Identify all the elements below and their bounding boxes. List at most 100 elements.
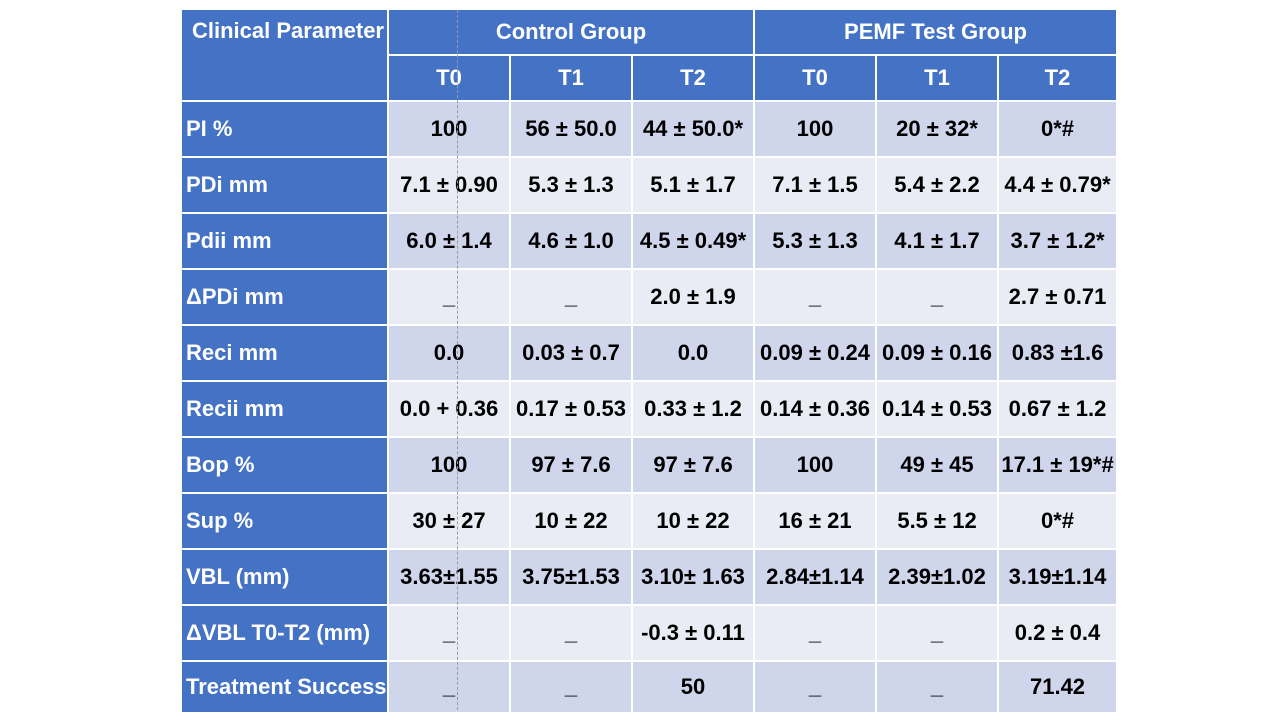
table-cell: 0.2 ± 0.4 bbox=[999, 606, 1119, 662]
table-cell: 5.4 ± 2.2 bbox=[877, 158, 1000, 214]
table-cell: _ bbox=[511, 606, 633, 662]
table-cell: 4.6 ± 1.0 bbox=[511, 214, 633, 270]
table-cell: _ bbox=[755, 270, 878, 326]
header-control-t1: T1 bbox=[511, 56, 633, 102]
row-label: ΔPDi mm bbox=[182, 270, 389, 326]
table-row: Reci mm 0.0 0.03 ± 0.7 0.0 0.09 ± 0.24 0… bbox=[182, 326, 1119, 382]
table-cell: 0.03 ± 0.7 bbox=[511, 326, 633, 382]
header-control-t0: T0 bbox=[389, 56, 511, 102]
table-row: Treatment Success % _ _ 50 _ _ 71.42 bbox=[182, 662, 1119, 714]
table-cell: _ bbox=[877, 270, 1000, 326]
table-cell: _ bbox=[877, 606, 1000, 662]
table-cell: 5.3 ± 1.3 bbox=[511, 158, 633, 214]
table-cell: 10 ± 22 bbox=[633, 494, 756, 550]
table-cell: 5.3 ± 1.3 bbox=[755, 214, 878, 270]
table-cell: 56 ± 50.0 bbox=[511, 102, 633, 158]
table-cell: _ bbox=[511, 662, 633, 714]
table-cell: 3.7 ± 1.2* bbox=[999, 214, 1119, 270]
table-cell: 4.5 ± 0.49* bbox=[633, 214, 756, 270]
table-cell: 0.14 ± 0.36 bbox=[755, 382, 878, 438]
table-row: Recii mm 0.0 + 0.36 0.17 ± 0.53 0.33 ± 1… bbox=[182, 382, 1119, 438]
table-row: ΔPDi mm _ _ 2.0 ± 1.9 _ _ 2.7 ± 0.71 bbox=[182, 270, 1119, 326]
row-label: Treatment Success % bbox=[182, 662, 389, 714]
table-cell: 2.39±1.02 bbox=[877, 550, 1000, 606]
table-cell: 0.83 ±1.6 bbox=[999, 326, 1119, 382]
table-row: PI % 100 56 ± 50.0 44 ± 50.0* 100 20 ± 3… bbox=[182, 102, 1119, 158]
table-cell: _ bbox=[511, 270, 633, 326]
table-cell: 7.1 ± 1.5 bbox=[755, 158, 878, 214]
table-cell: 3.10± 1.63 bbox=[633, 550, 756, 606]
table-header-row-timepoints: T0 T1 T2 T0 T1 T2 bbox=[182, 56, 1119, 102]
table-cell: 0*# bbox=[999, 102, 1119, 158]
table-cell: 44 ± 50.0* bbox=[633, 102, 756, 158]
header-pemf-test-group: PEMF Test Group bbox=[755, 10, 1119, 56]
header-pemf-t0: T0 bbox=[755, 56, 878, 102]
table-cell: 0.67 ± 1.2 bbox=[999, 382, 1119, 438]
table-cell: 7.1 ± 0.90 bbox=[389, 158, 511, 214]
table-cell: 0.14 ± 0.53 bbox=[877, 382, 1000, 438]
header-control-group: Control Group bbox=[389, 10, 756, 56]
row-label: VBL (mm) bbox=[182, 550, 389, 606]
table-cell: _ bbox=[389, 606, 511, 662]
table-cell: 4.1 ± 1.7 bbox=[877, 214, 1000, 270]
table-row: VBL (mm) 3.63±1.55 3.75±1.53 3.10± 1.63 … bbox=[182, 550, 1119, 606]
table-cell: _ bbox=[877, 662, 1000, 714]
table-row: ΔVBL T0-T2 (mm) _ _ -0.3 ± 0.11 _ _ 0.2 … bbox=[182, 606, 1119, 662]
table-row: Pdii mm 6.0 ± 1.4 4.6 ± 1.0 4.5 ± 0.49* … bbox=[182, 214, 1119, 270]
table-cell: 3.63±1.55 bbox=[389, 550, 511, 606]
row-label: ΔVBL T0-T2 (mm) bbox=[182, 606, 389, 662]
table-cell: 3.19±1.14 bbox=[999, 550, 1119, 606]
table-cell: 0.0 bbox=[389, 326, 511, 382]
table-cell: 49 ± 45 bbox=[877, 438, 1000, 494]
table-cell: -0.3 ± 0.11 bbox=[633, 606, 756, 662]
header-clinical-parameter: Clinical Parameter bbox=[182, 10, 389, 102]
table-cell: 0.17 ± 0.53 bbox=[511, 382, 633, 438]
row-label: Recii mm bbox=[182, 382, 389, 438]
table-cell: 20 ± 32* bbox=[877, 102, 1000, 158]
table-cell: 0.09 ± 0.16 bbox=[877, 326, 1000, 382]
table-cell: 0.33 ± 1.2 bbox=[633, 382, 756, 438]
table-row: PDi mm 7.1 ± 0.90 5.3 ± 1.3 5.1 ± 1.7 7.… bbox=[182, 158, 1119, 214]
table-cell: _ bbox=[755, 662, 878, 714]
table-cell: 0.0 + 0.36 bbox=[389, 382, 511, 438]
table-cell: 0*# bbox=[999, 494, 1119, 550]
row-label: Bop % bbox=[182, 438, 389, 494]
table-cell: 100 bbox=[389, 438, 511, 494]
table-row: Bop % 100 97 ± 7.6 97 ± 7.6 100 49 ± 45 … bbox=[182, 438, 1119, 494]
table-cell: 30 ± 27 bbox=[389, 494, 511, 550]
table-cell: 17.1 ± 19*# bbox=[999, 438, 1119, 494]
table-cell: 71.42 bbox=[999, 662, 1119, 714]
table-cell: 5.1 ± 1.7 bbox=[633, 158, 756, 214]
table-cell: 2.0 ± 1.9 bbox=[633, 270, 756, 326]
table-cell: 97 ± 7.6 bbox=[633, 438, 756, 494]
table-cell: 6.0 ± 1.4 bbox=[389, 214, 511, 270]
header-control-t2: T2 bbox=[633, 56, 756, 102]
table-cell: 50 bbox=[633, 662, 756, 714]
dashed-guide-line bbox=[457, 10, 458, 710]
table-cell: _ bbox=[389, 270, 511, 326]
row-label: PDi mm bbox=[182, 158, 389, 214]
table-cell: 5.5 ± 12 bbox=[877, 494, 1000, 550]
table-cell: _ bbox=[389, 662, 511, 714]
row-label: Pdii mm bbox=[182, 214, 389, 270]
table-cell: _ bbox=[755, 606, 878, 662]
table-cell: 16 ± 21 bbox=[755, 494, 878, 550]
header-pemf-t1: T1 bbox=[877, 56, 1000, 102]
table-row: Sup % 30 ± 27 10 ± 22 10 ± 22 16 ± 21 5.… bbox=[182, 494, 1119, 550]
clinical-parameters-table: Clinical Parameter Control Group PEMF Te… bbox=[182, 10, 1119, 714]
table-cell: 0.0 bbox=[633, 326, 756, 382]
table-cell: 2.84±1.14 bbox=[755, 550, 878, 606]
table-cell: 3.75±1.53 bbox=[511, 550, 633, 606]
table-cell: 97 ± 7.6 bbox=[511, 438, 633, 494]
table-cell: 100 bbox=[755, 438, 878, 494]
row-label: PI % bbox=[182, 102, 389, 158]
table-cell: 100 bbox=[755, 102, 878, 158]
table-cell: 2.7 ± 0.71 bbox=[999, 270, 1119, 326]
header-pemf-t2: T2 bbox=[999, 56, 1119, 102]
table-header-row-groups: Clinical Parameter Control Group PEMF Te… bbox=[182, 10, 1119, 102]
table-cell: 10 ± 22 bbox=[511, 494, 633, 550]
table-cell: 4.4 ± 0.79* bbox=[999, 158, 1119, 214]
row-label: Reci mm bbox=[182, 326, 389, 382]
table-cell: 0.09 ± 0.24 bbox=[755, 326, 878, 382]
table-cell: 100 bbox=[389, 102, 511, 158]
